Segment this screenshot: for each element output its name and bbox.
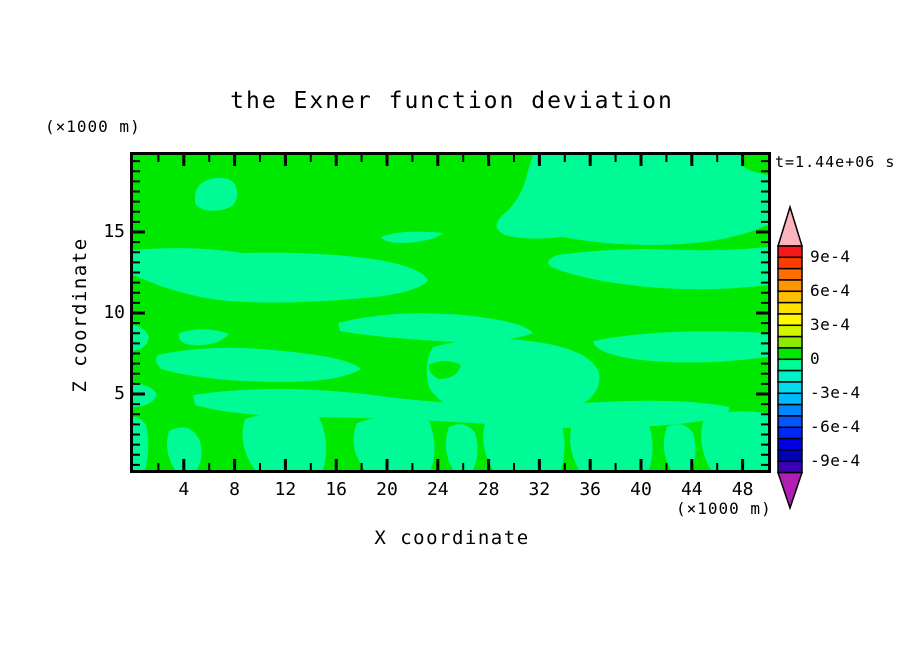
- contour-region: [445, 424, 478, 470]
- x-tick-label-44: 44: [680, 479, 703, 500]
- contour-region: [701, 411, 768, 470]
- contour-region: [167, 427, 202, 470]
- colorbar-band-7: [777, 324, 803, 338]
- x-tick-label-12: 12: [274, 479, 297, 500]
- colorbar-label-9e-4: 9e-4: [810, 247, 851, 267]
- x-tick-label-4: 4: [178, 479, 190, 500]
- colorbar-band-14: [777, 403, 803, 417]
- contour-region: [426, 338, 600, 419]
- contour-plot: [133, 155, 768, 470]
- x-tick-label-48: 48: [731, 479, 754, 500]
- contour-region: [570, 415, 653, 470]
- x-tick-label-32: 32: [528, 479, 551, 500]
- x-tick-label-40: 40: [630, 479, 652, 500]
- colorbar-label--6e-4: -6e-4: [810, 417, 861, 437]
- x-axis-unit-label: (×1000 m): [676, 499, 772, 518]
- contour-region: [156, 347, 361, 383]
- contour-region: [483, 411, 565, 470]
- contour-region: [338, 313, 533, 342]
- x-tick-label-28: 28: [477, 479, 500, 500]
- contour-region: [663, 424, 696, 470]
- colorbar-band-16: [777, 426, 803, 440]
- x-axis-title: X coordinate: [374, 527, 530, 549]
- axis-tick-marks: [133, 155, 768, 470]
- colorbar-label--9e-4: -9e-4: [810, 451, 861, 471]
- colorbar-band-0: [777, 245, 803, 259]
- colorbar-label-3e-4: 3e-4: [810, 315, 851, 335]
- negative-contour-regions: [133, 155, 768, 470]
- colorbar-band-17: [777, 437, 803, 451]
- colorbar-band-13: [777, 392, 803, 406]
- x-tick-label-8: 8: [229, 479, 241, 500]
- colorbar-label-0: 0: [810, 349, 821, 369]
- y-tick-label-15: 15: [103, 221, 125, 242]
- contour-region: [496, 155, 768, 245]
- colorbar-band-5: [777, 301, 803, 315]
- colorbar-under-range-arrow: [776, 471, 804, 511]
- y-axis-unit-label: (×1000 m): [45, 117, 141, 136]
- colorbar-band-6: [777, 313, 803, 327]
- contour-region: [195, 177, 238, 211]
- contour-region: [133, 417, 149, 470]
- x-tick-label-16: 16: [325, 479, 348, 500]
- colorbar-band-4: [777, 290, 803, 304]
- x-tick-label-36: 36: [579, 479, 602, 500]
- colorbar-band-1: [777, 256, 803, 270]
- colorbar-band-19: [777, 460, 803, 474]
- colorbar-band-9: [777, 347, 803, 361]
- y-tick-label-10: 10: [103, 302, 125, 323]
- colorbar-band-3: [777, 279, 803, 293]
- colorbar-band-12: [777, 381, 803, 395]
- contour-region: [133, 248, 428, 303]
- colorbar-band-15: [777, 415, 803, 429]
- colorbar-band-11: [777, 369, 803, 383]
- colorbar-band-2: [777, 267, 803, 281]
- x-tick-label-24: 24: [426, 479, 449, 500]
- colorbar: [776, 204, 804, 511]
- contour-region: [381, 231, 443, 243]
- contour-region: [593, 331, 768, 363]
- contour-region: [133, 325, 149, 351]
- chart-title: the Exner function deviation: [230, 88, 674, 114]
- x-tick-label-20: 20: [376, 479, 398, 500]
- colorbar-over-range-arrow: [776, 204, 804, 247]
- colorbar-band-10: [777, 358, 803, 372]
- colorbar-band-8: [777, 335, 803, 349]
- plot-frame: [130, 152, 771, 473]
- colorbar-label--3e-4: -3e-4: [810, 383, 861, 403]
- contour-region: [353, 416, 435, 470]
- colorbar-band-18: [777, 449, 803, 463]
- colorbar-label-6e-4: 6e-4: [810, 281, 851, 301]
- contour-region: [178, 329, 229, 346]
- contour-region: [548, 247, 768, 290]
- time-label: t=1.44e+06 s: [775, 153, 896, 171]
- y-tick-label-5: 5: [114, 383, 125, 404]
- contour-region: [242, 412, 327, 470]
- y-axis-title: Z coordinate: [69, 237, 91, 393]
